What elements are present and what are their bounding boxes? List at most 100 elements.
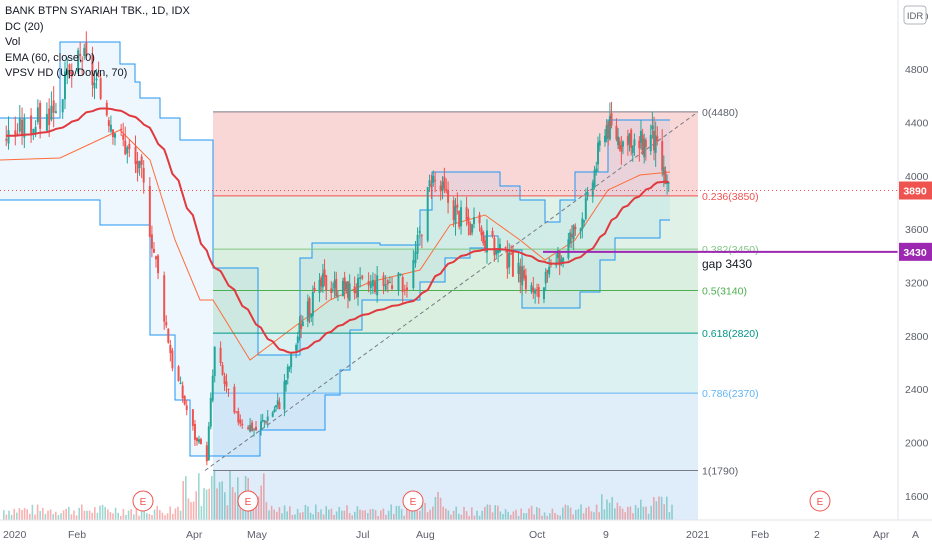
candle-body (343, 277, 346, 292)
volume-bar (330, 508, 333, 520)
candle-body (99, 78, 102, 99)
time-tick-label: Jul (356, 529, 369, 541)
candle-body (278, 402, 281, 410)
candle-body (311, 291, 314, 316)
fib-level-label: 0.5(3140) (702, 286, 747, 298)
candle-body (493, 237, 496, 256)
candle-body (185, 405, 188, 411)
candle-body (656, 136, 659, 142)
candle-body (36, 107, 39, 123)
candle-body (508, 252, 511, 268)
volume-bar (153, 509, 156, 520)
candle-body (247, 427, 250, 430)
candle-body (66, 70, 69, 75)
candle-body (275, 405, 278, 408)
volume-bar (385, 514, 387, 520)
time-tick-label: 9 (603, 529, 609, 541)
legend-ema[interactable]: EMA (60, close, 0) (5, 51, 95, 64)
legend-vol[interactable]: Vol (5, 36, 21, 48)
candle-body (403, 289, 406, 291)
volume-bar (294, 514, 296, 520)
volume-bar (252, 505, 255, 520)
volume-bar (426, 512, 429, 520)
volume-bar (148, 513, 151, 520)
candle-body (255, 426, 257, 431)
volume-bar (406, 508, 408, 520)
volume-bar (73, 510, 75, 520)
candle-body (77, 50, 80, 73)
candle-body (537, 287, 540, 298)
candle-body (467, 216, 470, 225)
candle-body (45, 113, 48, 131)
legend-dc[interactable]: DC (20) (5, 20, 44, 33)
fib-level-label: 1(1790) (702, 466, 738, 478)
candle-body (107, 120, 110, 127)
candle-body (426, 187, 429, 241)
candles (5, 31, 670, 466)
volume-bar (655, 501, 658, 520)
candle-body (641, 134, 644, 154)
candle-body (651, 125, 654, 130)
volume-bar (419, 510, 421, 520)
candle-body (336, 295, 339, 297)
volume-bar (510, 514, 512, 520)
candle-body (628, 133, 631, 144)
volume-bar (140, 507, 143, 520)
volume-bar (55, 511, 57, 520)
volume-bar (94, 507, 96, 520)
candle-body (469, 223, 472, 235)
gap-price-badge (899, 242, 932, 261)
legend-vpsv[interactable]: VPSV HD (Up/Down, 70) (5, 67, 128, 79)
volume-bar (398, 505, 400, 520)
candle-body (367, 280, 370, 286)
volume-bar (369, 509, 372, 520)
volume-bar (343, 510, 346, 520)
candle-body (569, 232, 572, 244)
candle-body (562, 257, 565, 263)
volume-bar (629, 506, 632, 520)
candle-body (586, 192, 589, 197)
candle-body (179, 382, 182, 385)
fib-zone (213, 393, 698, 471)
candle-body (23, 118, 26, 138)
candle-body (420, 235, 423, 237)
volume-bar (338, 506, 340, 520)
volume-bar (109, 512, 112, 520)
volume-bar (133, 514, 135, 520)
earnings-marker-label: E (140, 497, 147, 508)
candle-body (579, 228, 582, 232)
legend-symbol[interactable]: BANK BTPN SYARIAH TBK., 1D, IDX (5, 5, 190, 17)
volume-bar (273, 509, 275, 520)
candle-body (325, 275, 328, 291)
dc-upper-band (0, 41, 670, 356)
candle-body (639, 130, 642, 143)
volume-bar (60, 513, 62, 520)
volume-bar (23, 507, 26, 520)
volume-bar (437, 491, 439, 520)
volume-bar (580, 504, 582, 520)
candle-body (369, 282, 372, 289)
volume-bar (255, 500, 257, 520)
volume-bar (645, 506, 647, 520)
volume-bar (169, 506, 171, 520)
candle-body (91, 54, 94, 86)
volume-bar (590, 511, 593, 520)
candle-body (219, 347, 222, 364)
candle-body (391, 285, 394, 289)
candle-body (109, 124, 112, 132)
candle-body (572, 225, 575, 240)
volume-bar (421, 499, 424, 520)
fib-level-label: 0.786(2370) (702, 388, 759, 400)
volume-bar (208, 488, 210, 520)
candle-body (617, 136, 620, 146)
candle-body (211, 375, 214, 401)
volume-bar (637, 507, 639, 520)
candle-body (447, 190, 450, 203)
candle-body (134, 146, 137, 165)
volume-bar (585, 507, 587, 520)
candle-body (478, 214, 481, 224)
volume-bar (190, 502, 192, 520)
volume-bar (3, 510, 5, 520)
